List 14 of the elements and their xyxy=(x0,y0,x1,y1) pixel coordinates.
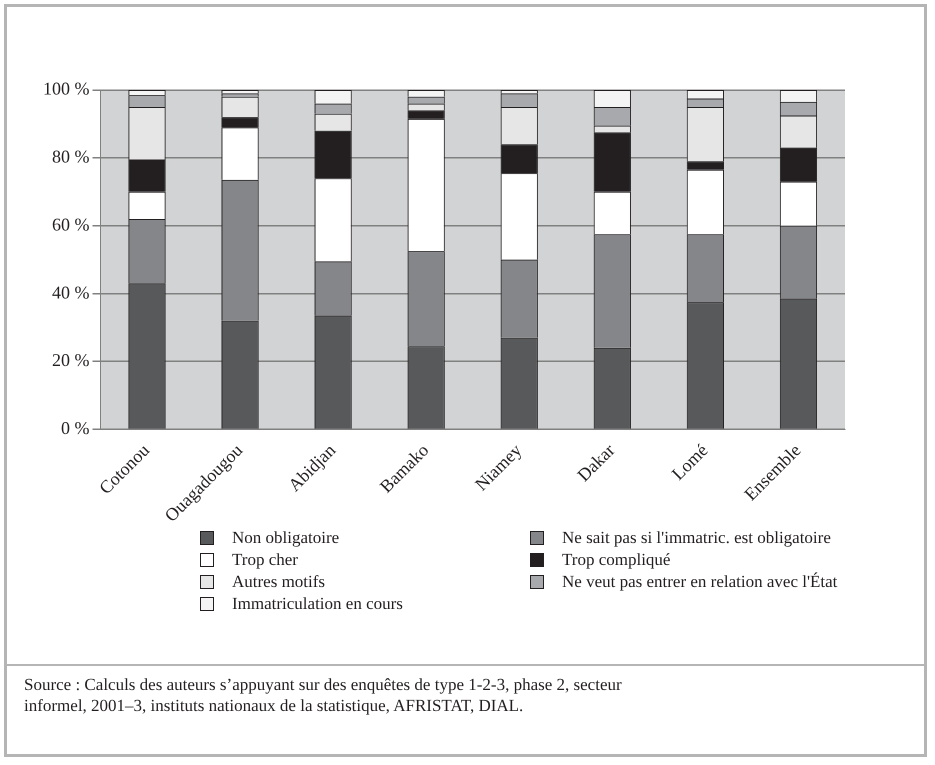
y-tick-label: 40 % xyxy=(52,282,90,302)
legend-label: Autres motifs xyxy=(232,572,326,592)
y-tick-label: 100 % xyxy=(42,78,90,99)
legend-label: Trop compliqué xyxy=(562,550,670,570)
source-note: Source : Calculs des auteurs s’appuyant sur des enquêtes de type 1-2-3, phase 2, secteur informel, 2001–3, instituts nationaux de la statistique, AFRISTAT, DIAL. xyxy=(24,674,623,716)
y-tick-label: 20 % xyxy=(52,350,90,370)
legend-label: Immatriculation en cours xyxy=(232,594,403,614)
legend-label: Ne sait pas si l'immatric. est obligatoire xyxy=(562,528,831,548)
legend-label: Non obligatoire xyxy=(232,528,340,548)
legend-label: Trop cher xyxy=(232,550,298,570)
legend-label: Ne veut pas entrer en relation avec l'État xyxy=(562,572,838,592)
y-tick-label: 0 % xyxy=(60,418,90,438)
y-tick-label: 80 % xyxy=(52,146,90,167)
y-tick-label: 60 % xyxy=(52,214,90,234)
